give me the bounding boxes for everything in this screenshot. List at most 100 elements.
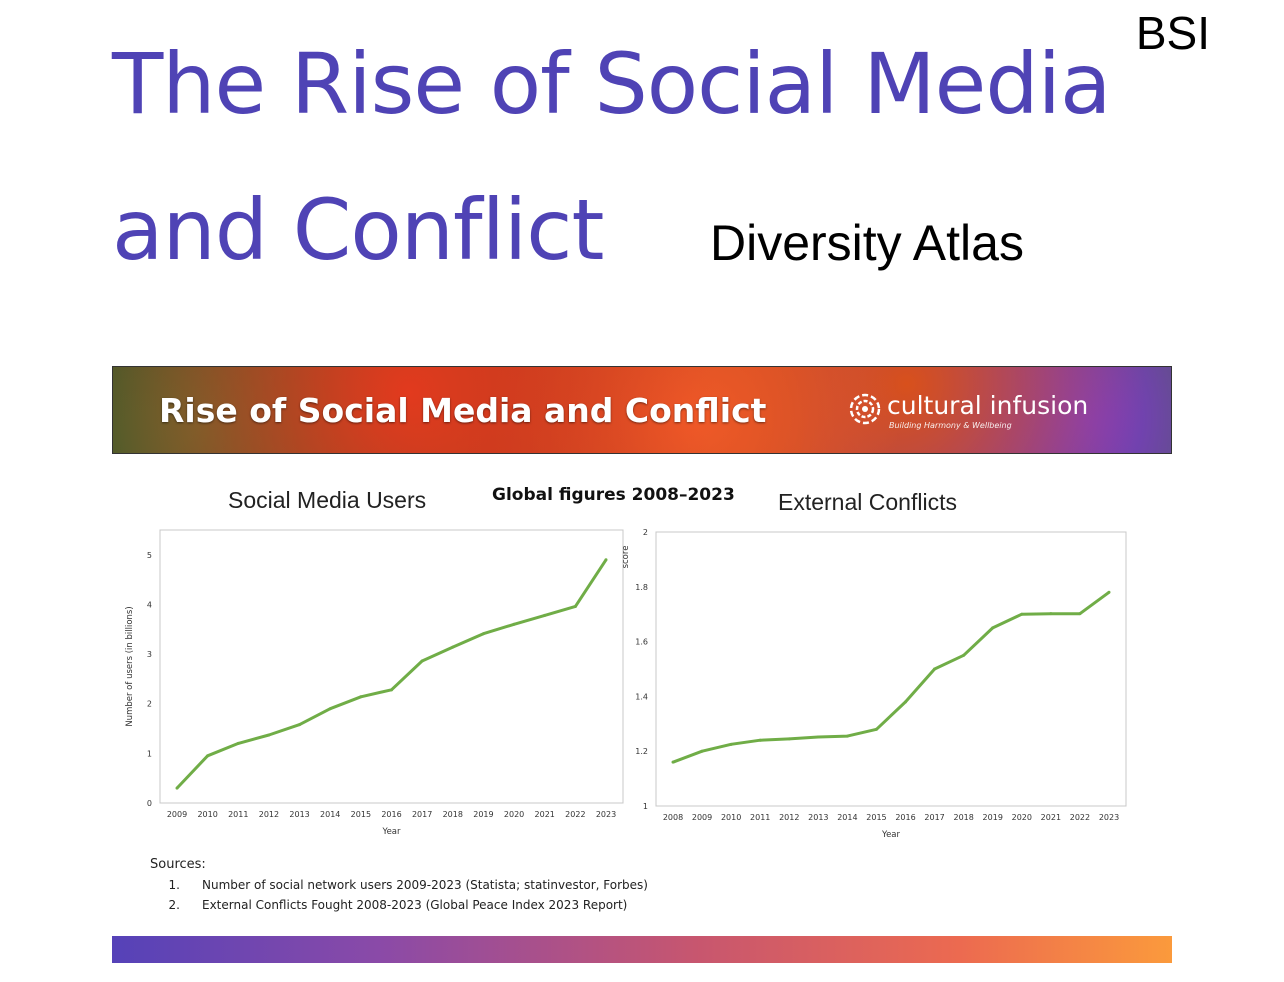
data-point	[787, 737, 791, 741]
x-tick-label: 2023	[1099, 813, 1119, 822]
x-tick-label: 2014	[837, 813, 857, 822]
data-point	[933, 667, 937, 671]
y-tick-label: 1.4	[635, 692, 648, 701]
corner-tag: BSI	[1135, 7, 1210, 59]
source-item: 1. Number of social network users 2009-2…	[150, 878, 648, 892]
plot-area	[159, 529, 624, 804]
y-tick-label: 4	[147, 600, 152, 609]
data-point	[420, 659, 424, 663]
data-point	[671, 760, 675, 764]
source-text: Number of social network users 2009-2023…	[202, 878, 648, 892]
x-tick-label: 2017	[412, 810, 432, 819]
data-point	[298, 723, 302, 727]
y-tick-label: 2	[643, 528, 648, 537]
x-axis-label: Year	[881, 830, 901, 840]
x-tick-label: 2019	[473, 810, 493, 819]
page-title-line-2: and Conflict	[112, 181, 604, 279]
data-point	[874, 727, 878, 731]
data-point	[512, 622, 516, 626]
x-tick-label: 2021	[535, 810, 555, 819]
y-axis-label: Number of users (in billions)	[125, 606, 135, 726]
subtitle: Diversity Atlas	[710, 215, 1024, 271]
x-tick-label: 2022	[565, 810, 585, 819]
source-item: 2. External Conflicts Fought 2008-2023 (…	[150, 898, 648, 912]
data-point	[236, 741, 240, 745]
data-point	[1107, 590, 1111, 594]
x-tick-label: 2018	[443, 810, 463, 819]
data-point	[729, 742, 733, 746]
source-text: External Conflicts Fought 2008-2023 (Glo…	[202, 898, 628, 912]
global-figures-label: Global figures 2008–2023	[492, 485, 735, 505]
data-point	[543, 613, 547, 617]
data-point	[481, 632, 485, 636]
spiral-logo-icon	[849, 393, 881, 425]
x-tick-label: 2016	[895, 813, 915, 822]
banner: Rise of Social Media and Conflict cultur…	[112, 366, 1172, 454]
data-point	[816, 735, 820, 739]
x-tick-label: 2012	[259, 810, 279, 819]
plot-area	[655, 531, 1127, 807]
x-tick-label: 2010	[197, 810, 217, 819]
data-point	[758, 738, 762, 742]
x-tick-label: 2010	[721, 813, 741, 822]
sources-label: Sources:	[150, 857, 206, 872]
x-tick-label: 2021	[1041, 813, 1061, 822]
data-point	[1020, 612, 1024, 616]
x-tick-label: 2013	[808, 813, 828, 822]
y-tick-label: 3	[147, 650, 152, 659]
logo-text: cultural infusion	[887, 391, 1089, 420]
x-tick-label: 2019	[983, 813, 1003, 822]
data-point	[390, 688, 393, 692]
page-title-line-1: The Rise of Social Media	[112, 35, 1111, 133]
data-point	[359, 695, 363, 699]
data-point	[991, 626, 995, 630]
data-point	[175, 786, 179, 790]
data-point	[604, 558, 608, 562]
x-tick-label: 2022	[1070, 813, 1090, 822]
data-point	[904, 700, 908, 704]
x-tick-label: 2015	[351, 810, 371, 819]
banner-title: Rise of Social Media and Conflict	[159, 391, 767, 430]
data-point	[267, 733, 271, 737]
data-point	[1078, 612, 1082, 616]
y-tick-label: 1.8	[635, 583, 648, 592]
logo-tagline: Building Harmony & Wellbeing	[889, 421, 1012, 430]
y-tick-label: 0	[147, 799, 152, 808]
x-tick-label: 2008	[663, 813, 683, 822]
data-point	[845, 734, 849, 738]
y-tick-label: 1.2	[635, 747, 648, 756]
y-tick-label: 5	[147, 551, 152, 560]
x-tick-label: 2009	[692, 813, 712, 822]
data-point	[206, 754, 210, 758]
data-point	[328, 707, 332, 711]
social-media-users-chart: 0 1 2 3 4 5 2009 2010 2011 2012 2013 2014 2015 2016 20…	[125, 529, 624, 837]
y-tick-label: 2	[147, 700, 152, 709]
x-tick-label: 2023	[596, 810, 616, 819]
data-point	[962, 653, 966, 657]
y-tick-label: 1	[147, 749, 152, 758]
x-axis-label: Year	[382, 827, 402, 837]
sources: Sources: 1. Number of social network use…	[150, 857, 648, 912]
series-line	[672, 591, 1110, 764]
chart-title-external-conflicts: External Conflicts	[778, 489, 957, 515]
data-point	[1049, 612, 1053, 616]
gradient-footer-bar	[112, 936, 1172, 963]
y-tick-label: 1.6	[635, 638, 648, 647]
x-tick-label: 2015	[866, 813, 886, 822]
y-tick-label: 1	[643, 802, 648, 811]
x-tick-label: 2011	[228, 810, 248, 819]
x-tick-label: 2017	[924, 813, 944, 822]
x-tick-label: 2018	[953, 813, 973, 822]
y-axis-label: score	[621, 546, 631, 569]
x-tick-label: 2013	[289, 810, 309, 819]
x-tick-label: 2020	[504, 810, 524, 819]
source-number: 1.	[168, 878, 180, 892]
x-tick-label: 2020	[1012, 813, 1032, 822]
external-conflicts-chart: 1 1.2 1.4 1.6 1.8 2 2008 2009 2010 2011 2012 2013 20…	[621, 528, 1127, 840]
x-tick-label: 2011	[750, 813, 770, 822]
x-tick-label: 2009	[167, 810, 187, 819]
data-point	[700, 749, 704, 753]
x-tick-label: 2014	[320, 810, 340, 819]
x-tick-label: 2012	[779, 813, 799, 822]
chart-title-social-media-users: Social Media Users	[228, 487, 427, 513]
